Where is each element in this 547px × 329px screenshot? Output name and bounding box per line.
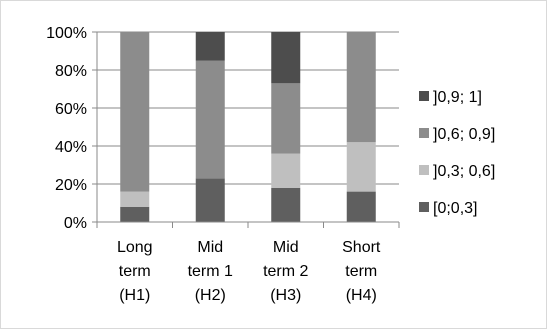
axis-labels: 0% 20% 40% 60% 80% 100% Long term (H1) Mid term 1(… <box>46 25 381 304</box>
legend-swatch <box>419 91 429 101</box>
legend-swatch <box>419 202 429 212</box>
y-tick-label: 20% <box>55 177 87 194</box>
legend-swatch <box>419 165 429 175</box>
bar-segment <box>346 32 376 143</box>
bar-segment <box>120 191 150 207</box>
bar-segment <box>346 191 376 222</box>
bar-segment <box>195 32 225 61</box>
axes <box>92 31 400 228</box>
x-category-label: Mid term 1 (H2) <box>188 239 233 304</box>
y-tick-label: 60% <box>55 101 87 118</box>
bar-segment <box>195 178 225 222</box>
y-tick-label: 0% <box>64 215 87 232</box>
y-tick-label: 80% <box>55 63 87 80</box>
bars <box>120 32 376 222</box>
legend-label: [0;0,3] <box>433 200 477 217</box>
bar-segment <box>271 153 301 188</box>
legend-swatch <box>419 128 429 138</box>
legend-label: ]0,6; 0,9] <box>433 126 495 143</box>
y-tick-label: 40% <box>55 139 87 156</box>
legend-label: ]0,3; 0,6] <box>433 163 495 180</box>
legend: ]0,9; 1] ]0,6; 0,9] ]0,3; 0,6] [0;0,3] <box>419 89 495 217</box>
x-category-label: Short term (H4) <box>342 239 381 304</box>
bar-segment <box>271 187 301 222</box>
x-category-label: Long term (H1) <box>117 239 153 304</box>
bar-segment <box>271 32 301 84</box>
x-category-label: Mid term 2 (H3) <box>263 239 308 304</box>
bar-segment <box>120 206 150 222</box>
bar-segment <box>195 60 225 179</box>
legend-label: ]0,9; 1] <box>433 89 482 106</box>
bar-segment <box>346 142 376 192</box>
y-tick-label: 100% <box>46 25 87 42</box>
bar-segment <box>271 83 301 154</box>
bar-segment <box>120 32 150 192</box>
